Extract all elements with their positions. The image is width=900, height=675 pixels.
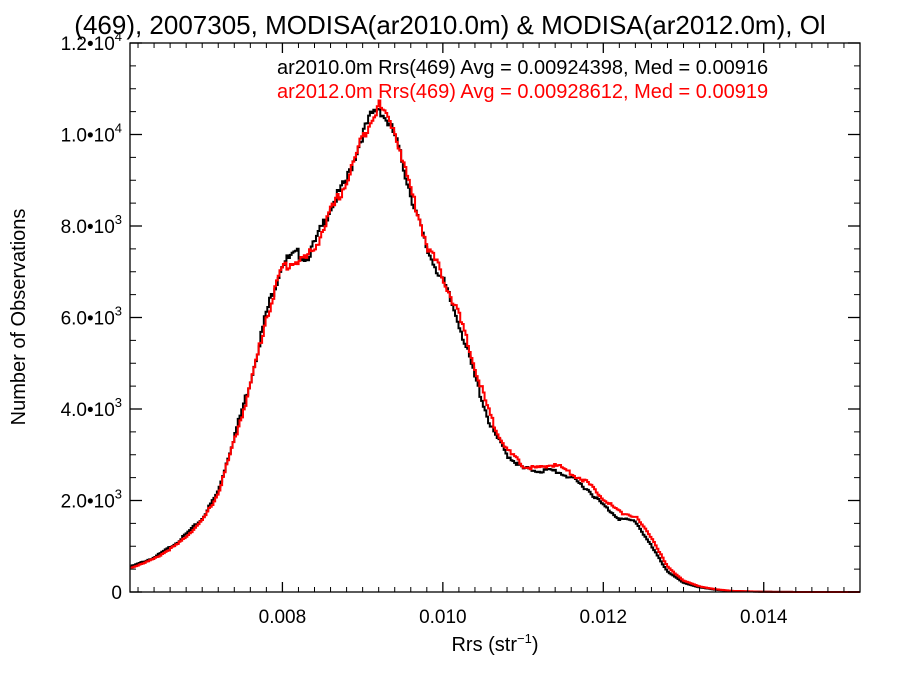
y-axis: 0 2.0•103 4.0•103 6.0•103 8.0•103 1.0•104 1.2•… bbox=[61, 29, 860, 604]
legend-entry-ar2010: ar2010.0m Rrs(469) Avg = 0.00924398, Med… bbox=[277, 57, 768, 79]
plot-area bbox=[129, 42, 861, 593]
y-tick-label: 8.0•103 bbox=[61, 212, 122, 238]
series-layer bbox=[130, 99, 860, 593]
y-tick-label: 1.0•104 bbox=[61, 121, 122, 147]
x-tick-label: 0.014 bbox=[740, 607, 788, 628]
x-tick-label: 0.012 bbox=[580, 607, 628, 628]
series-line-ar2010.0m bbox=[130, 108, 860, 593]
series-line-ar2012.0m bbox=[130, 99, 860, 593]
x-axis-label: Rrs (str−1) bbox=[451, 631, 538, 656]
plot-frame bbox=[129, 42, 861, 593]
y-tick-label: 0 bbox=[111, 583, 122, 604]
legend-entry-ar2012: ar2012.0m Rrs(469) Avg = 0.00928612, Med… bbox=[277, 81, 768, 103]
x-axis: 0.008 0.010 0.012 0.014 bbox=[137, 43, 845, 628]
y-tick-label: 4.0•103 bbox=[61, 395, 122, 421]
y-axis-label: Number of Observations bbox=[8, 209, 30, 426]
y-tick-label: 6.0•103 bbox=[61, 304, 122, 330]
x-tick-label: 0.010 bbox=[419, 607, 467, 628]
chart-title: (469), 2007305, MODISA(ar2010.0m) & MODI… bbox=[74, 10, 825, 40]
y-tick-label: 1.2•104 bbox=[61, 29, 122, 55]
x-tick-label: 0.008 bbox=[259, 607, 307, 628]
legend: ar2010.0m Rrs(469) Avg = 0.00924398, Med… bbox=[277, 57, 768, 103]
y-tick-label: 2.0•103 bbox=[61, 487, 122, 513]
